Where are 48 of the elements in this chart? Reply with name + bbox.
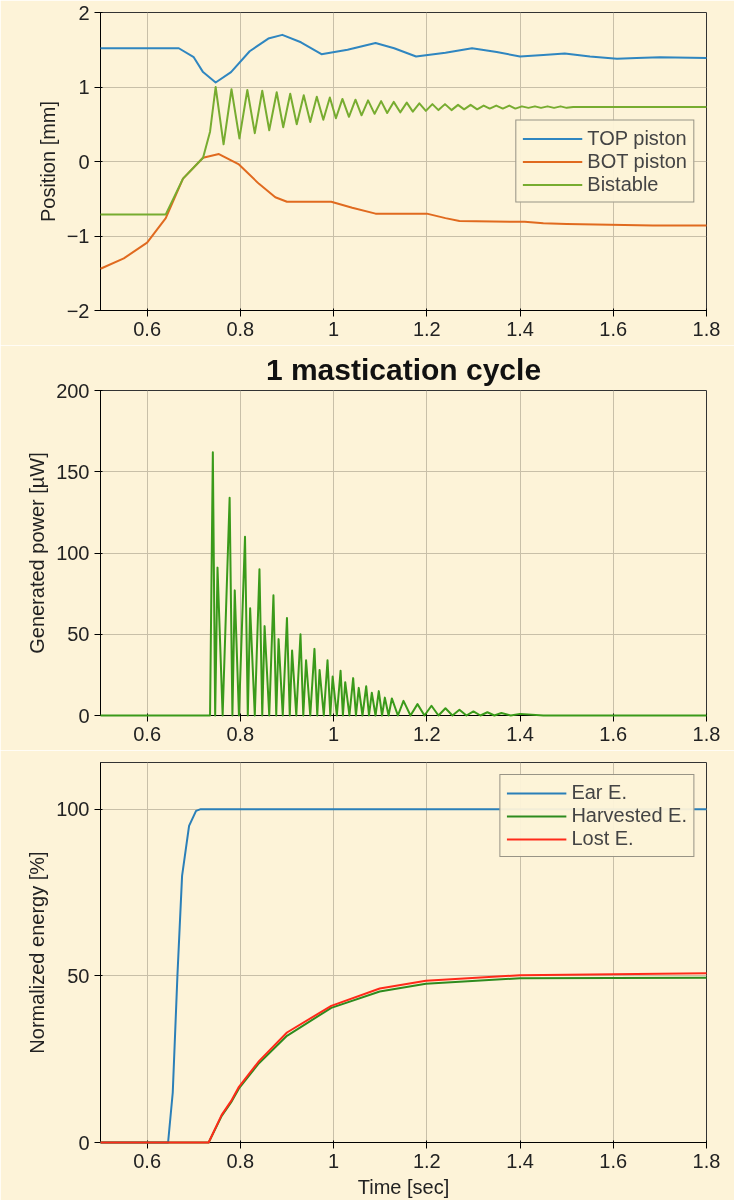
line-series bbox=[99, 33, 708, 84]
x-tick-label: 1.6 bbox=[599, 722, 628, 745]
legend-label: Bistable bbox=[587, 172, 659, 196]
y-tick-label: 100 bbox=[56, 798, 90, 821]
y-tick-label: −2 bbox=[66, 299, 90, 322]
x-tick-label: 1.6 bbox=[599, 317, 628, 340]
chart-title: 1 mastication cycle bbox=[265, 352, 542, 386]
legend-label: Ear E. bbox=[571, 781, 627, 804]
x-tick-label: 1 bbox=[328, 1149, 340, 1172]
x-tick-label: 1.4 bbox=[506, 317, 534, 340]
y-tick-label: 0 bbox=[78, 1131, 90, 1154]
x-tick-label: 1.2 bbox=[412, 317, 441, 340]
x-tick-label: 0.6 bbox=[133, 317, 162, 340]
y-axis-title: Normalized energy [%] bbox=[26, 851, 49, 1054]
y-tick-label: 100 bbox=[56, 542, 90, 564]
x-tick-label: 1.2 bbox=[412, 722, 441, 745]
y-tick-label: 150 bbox=[56, 460, 90, 483]
y-tick-label: 2 bbox=[78, 1, 90, 24]
legend-label: Lost E. bbox=[571, 827, 634, 850]
y-tick-label: 50 bbox=[67, 964, 90, 987]
legend-label: Harvested E. bbox=[571, 804, 687, 827]
legend-label: BOT piston bbox=[587, 149, 687, 173]
y-tick-label: 0 bbox=[78, 704, 90, 727]
y-tick-label: 1 bbox=[78, 76, 90, 98]
x-tick-label: 1.8 bbox=[692, 1149, 721, 1172]
x-tick-label: 0.6 bbox=[133, 1149, 162, 1172]
y-tick-label: 200 bbox=[56, 379, 90, 402]
x-tick-label: 1.4 bbox=[506, 1149, 534, 1172]
x-tick-label: 1.4 bbox=[506, 722, 534, 745]
y-tick-label: 50 bbox=[67, 623, 90, 646]
x-tick-label: 1.8 bbox=[692, 722, 721, 745]
x-tick-label: 1.8 bbox=[692, 317, 721, 340]
x-tick-label: 1.6 bbox=[599, 1149, 628, 1172]
x-tick-label: 0.8 bbox=[226, 317, 255, 340]
y-axis-title: Generated power [µW] bbox=[26, 452, 49, 654]
x-tick-label: 0.8 bbox=[226, 1149, 255, 1172]
y-tick-label: 0 bbox=[78, 150, 90, 173]
x-tick-label: 1 bbox=[328, 722, 340, 745]
x-tick-label: 1 bbox=[328, 317, 340, 340]
x-tick-label: 0.8 bbox=[226, 722, 255, 745]
x-tick-label: 0.6 bbox=[133, 722, 162, 745]
line-series bbox=[99, 86, 708, 216]
y-axis-title: Position [mm] bbox=[36, 100, 59, 223]
legend-label: TOP piston bbox=[587, 126, 687, 150]
y-tick-label: −1 bbox=[66, 225, 90, 247]
line-series bbox=[99, 153, 708, 270]
x-tick-label: 1.2 bbox=[412, 1149, 441, 1172]
x-axis-title: Time [sec] bbox=[357, 1175, 450, 1198]
